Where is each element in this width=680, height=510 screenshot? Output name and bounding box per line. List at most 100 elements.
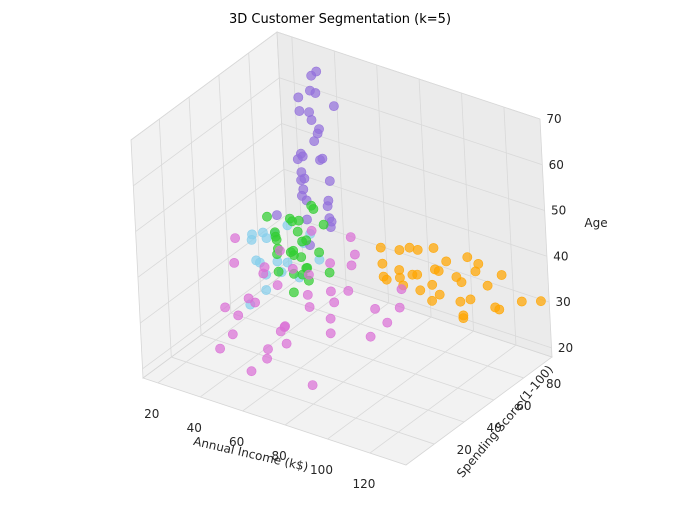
data-point-cluster-4 xyxy=(370,303,380,314)
y-gridline-left xyxy=(248,52,262,291)
data-point-cluster-5 xyxy=(427,295,437,306)
data-point-cluster-5 xyxy=(394,272,405,283)
data-point-cluster-4 xyxy=(346,260,357,271)
y-gridline-left xyxy=(158,119,172,358)
x-tick-label: 80 xyxy=(271,449,286,463)
data-point-cluster-3 xyxy=(271,234,282,245)
data-point-cluster-5 xyxy=(462,252,473,263)
data-point-cluster-3 xyxy=(324,267,335,278)
data-point-cluster-1 xyxy=(257,227,268,238)
data-point-cluster-5 xyxy=(516,296,527,307)
data-point-cluster-5 xyxy=(458,310,469,321)
data-point-cluster-5 xyxy=(407,269,418,280)
z-tick-label: 40 xyxy=(553,249,568,263)
data-point-cluster-4 xyxy=(272,280,283,291)
data-point-cluster-5 xyxy=(404,242,415,253)
tick-labels: 20 40 60 80 100 120 20 40 60 80 20 30 40 50 60 70 xyxy=(144,112,573,491)
x-gridline-back xyxy=(333,50,347,289)
data-point-cluster-4 xyxy=(215,343,225,354)
data-point-cluster-4 xyxy=(262,353,272,364)
data-point-cluster-2 xyxy=(323,195,334,206)
data-point-cluster-4 xyxy=(302,289,313,300)
chart-title: 3D Customer Segmentation (k=5) xyxy=(229,12,451,27)
data-point-cluster-4 xyxy=(365,331,376,342)
data-point-cluster-5 xyxy=(473,258,484,269)
z-gridline-left xyxy=(130,31,278,141)
data-point-cluster-4 xyxy=(325,313,336,324)
data-point-cluster-2 xyxy=(271,210,282,220)
data-point-cluster-3 xyxy=(288,287,299,298)
data-point-cluster-5 xyxy=(375,242,386,253)
data-point-cluster-3 xyxy=(301,235,312,246)
data-point-cluster-5 xyxy=(536,296,546,307)
data-point-cluster-2 xyxy=(302,214,312,225)
x-gridline-floor xyxy=(369,344,517,454)
x-gridline-back xyxy=(418,78,432,318)
data-point-cluster-4 xyxy=(250,297,260,308)
data-point-cluster-5 xyxy=(490,302,501,313)
z-axis-label: Age xyxy=(584,216,607,230)
x-gridline-floor xyxy=(284,316,432,426)
data-point-cluster-2 xyxy=(298,184,309,195)
data-point-cluster-3 xyxy=(293,215,304,226)
x-tick-label: 120 xyxy=(352,477,375,491)
y-tick-label: 20 xyxy=(457,443,472,457)
data-point-cluster-4 xyxy=(246,366,257,377)
data-point-cluster-4 xyxy=(274,245,285,256)
data-point-cluster-4 xyxy=(325,328,336,339)
z-tick-label: 60 xyxy=(549,158,564,172)
x-gridline-floor xyxy=(157,274,305,384)
data-point-cluster-5 xyxy=(433,266,444,276)
data-point-cluster-4 xyxy=(220,302,230,313)
x-tick-label: 60 xyxy=(229,435,244,449)
data-point-cluster-5 xyxy=(378,271,389,282)
data-point-cluster-3 xyxy=(273,266,284,277)
y-tick-label: 40 xyxy=(486,421,501,435)
x-tick-label: 100 xyxy=(310,463,333,477)
y-gridline-left xyxy=(218,74,232,313)
data-point-cluster-5 xyxy=(456,277,467,288)
z-tick-label: 30 xyxy=(556,295,571,309)
y-tick-label: 60 xyxy=(516,399,531,413)
data-point-cluster-3 xyxy=(306,200,317,211)
x-gridline-back xyxy=(503,107,517,346)
data-point-cluster-2 xyxy=(310,88,321,98)
data-point-cluster-2 xyxy=(324,213,335,224)
z-tick-label: 70 xyxy=(546,112,561,126)
data-point-cluster-5 xyxy=(415,285,426,296)
data-point-cluster-4 xyxy=(396,284,407,295)
y-tick-label: 80 xyxy=(546,377,561,391)
data-point-cluster-3 xyxy=(314,247,324,258)
x-tick-label: 20 xyxy=(144,407,159,421)
data-point-cluster-5 xyxy=(434,289,445,300)
data-point-cluster-5 xyxy=(482,280,493,291)
z-gridline-left xyxy=(135,123,282,232)
y-gridline-floor xyxy=(260,290,524,379)
data-point-cluster-4 xyxy=(227,329,238,340)
z-gridline-back xyxy=(281,123,545,211)
data-point-cluster-4 xyxy=(263,344,273,354)
data-point-cluster-5 xyxy=(441,256,452,267)
y-gridline-left xyxy=(188,97,202,336)
data-point-cluster-5 xyxy=(496,270,507,280)
data-point-cluster-2 xyxy=(297,151,308,162)
data-point-cluster-2 xyxy=(304,107,314,117)
data-point-cluster-5 xyxy=(427,279,438,290)
data-point-cluster-1 xyxy=(282,257,293,268)
data-point-cluster-4 xyxy=(307,380,318,390)
data-point-cluster-1 xyxy=(247,229,257,240)
data-point-cluster-4 xyxy=(345,232,356,242)
y-gridline-floor xyxy=(200,334,465,423)
data-point-cluster-2 xyxy=(299,173,310,184)
data-point-cluster-5 xyxy=(428,243,439,253)
data-point-cluster-4 xyxy=(394,302,405,313)
data-point-cluster-4 xyxy=(343,285,354,296)
data-point-cluster-4 xyxy=(281,338,292,349)
data-point-cluster-5 xyxy=(412,244,423,255)
z-tick-label: 50 xyxy=(551,204,566,218)
data-point-cluster-4 xyxy=(306,225,317,236)
data-point-cluster-5 xyxy=(455,296,466,307)
data-point-cluster-3 xyxy=(285,247,296,258)
data-point-cluster-4 xyxy=(230,233,240,243)
